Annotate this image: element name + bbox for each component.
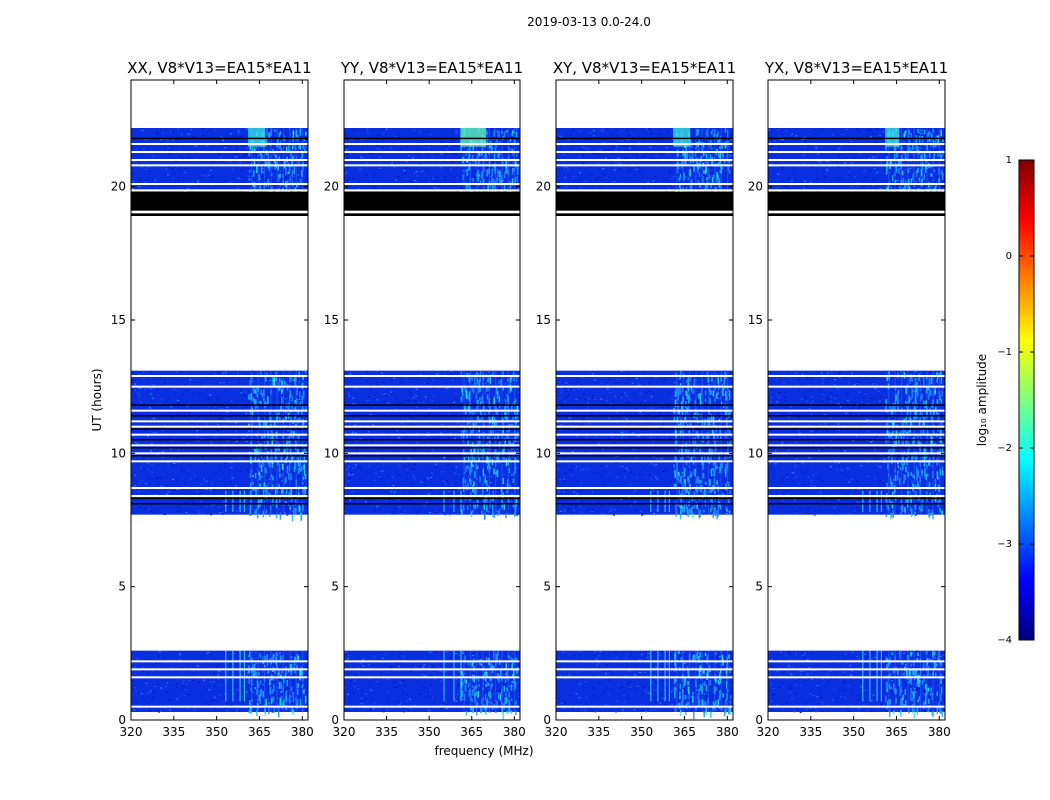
axes-frame <box>555 79 734 721</box>
colorbar-tick-label: −4 <box>997 635 1012 646</box>
y-tick-label: 0 <box>331 713 339 727</box>
y-tick-label: 20 <box>324 180 339 194</box>
x-axis-label: frequency (MHz) <box>434 744 533 758</box>
peak-patch <box>673 128 691 147</box>
flagged-band <box>556 213 733 216</box>
x-tick-label: 320 <box>120 725 143 739</box>
heatmap-area <box>768 128 945 719</box>
y-tick-label: 20 <box>111 180 126 194</box>
x-tick-label: 320 <box>333 725 356 739</box>
x-tick-label: 350 <box>842 725 865 739</box>
y-tick-label: 15 <box>536 313 551 327</box>
panels: XX, V8*V13=EA15*EA11 320 335 350 365 380 0 5 10 1… <box>90 59 951 758</box>
y-tick-label: 15 <box>748 313 763 327</box>
y-tick-label: 10 <box>748 446 763 460</box>
y-tick-label: 15 <box>324 313 339 327</box>
x-tick-label: 380 <box>503 725 526 739</box>
y-tick-label: 20 <box>748 180 763 194</box>
x-tick-label: 320 <box>545 725 568 739</box>
colorbar-tick-label: 0 <box>1006 251 1012 262</box>
x-tick-label: 350 <box>418 725 441 739</box>
colorbar-label: log₁₀ amplitude <box>975 354 989 446</box>
flagged-band <box>344 213 520 216</box>
x-tick-label: 365 <box>673 725 696 739</box>
axes-frame <box>767 79 946 721</box>
y-tick-label: 15 <box>111 313 126 327</box>
y-tick-label: 0 <box>118 713 126 727</box>
axes-frame <box>343 79 521 721</box>
y-tick-label: 0 <box>755 713 763 727</box>
x-tick-label: 350 <box>630 725 653 739</box>
colorbar-tick-label: −1 <box>997 347 1012 358</box>
data-block <box>131 370 308 515</box>
heatmap-area <box>556 128 733 720</box>
x-tick-label: 380 <box>716 725 739 739</box>
axes-frame <box>130 79 309 721</box>
colorbar-tick-label: −3 <box>997 539 1012 550</box>
heatmap-area <box>344 128 520 720</box>
data-block <box>768 128 945 200</box>
colorbar-tick-label: −2 <box>997 443 1012 454</box>
flagged-band <box>344 192 520 211</box>
peak-patch <box>885 128 900 147</box>
y-tick-label: 5 <box>118 580 126 594</box>
panel-3: YX, V8*V13=EA15*EA11 320 335 350 365 380 0 5 10 1… <box>748 59 951 739</box>
x-tick-label: 365 <box>460 725 483 739</box>
colorbar: log₁₀ amplitude 1 0 −1 −2 −3 −4 <box>975 155 1035 646</box>
figure-suptitle: 2019-03-13 0.0-24.0 <box>527 15 651 29</box>
panel-title: XY, V8*V13=EA15*EA11 <box>553 59 736 77</box>
colorbar-gradient <box>1018 159 1035 641</box>
y-tick-label: 5 <box>331 580 339 594</box>
x-tick-label: 320 <box>757 725 780 739</box>
x-tick-label: 380 <box>291 725 314 739</box>
y-tick-label: 20 <box>536 180 551 194</box>
x-tick-label: 335 <box>799 725 822 739</box>
y-tick-label: 10 <box>536 446 551 460</box>
panel-0: XX, V8*V13=EA15*EA11 320 335 350 365 380 0 5 10 1… <box>90 59 314 739</box>
flagged-band <box>131 213 308 216</box>
y-tick-label: 0 <box>543 713 551 727</box>
panel-2: XY, V8*V13=EA15*EA11 320 335 350 365 380 0 5 10 1… <box>536 59 739 739</box>
peak-patch <box>460 128 486 147</box>
x-tick-label: 365 <box>248 725 271 739</box>
colorbar-tick-label: 1 <box>1006 155 1012 166</box>
y-axis-label: UT (hours) <box>90 368 104 431</box>
x-tick-label: 335 <box>375 725 398 739</box>
x-tick-label: 335 <box>587 725 610 739</box>
y-tick-label: 10 <box>111 446 126 460</box>
y-tick-label: 10 <box>324 446 339 460</box>
heatmap-area <box>131 128 308 718</box>
flagged-band <box>131 192 308 211</box>
y-tick-label: 5 <box>755 580 763 594</box>
panel-title: YY, V8*V13=EA15*EA11 <box>340 59 523 77</box>
y-tick-label: 5 <box>543 580 551 594</box>
data-block <box>344 650 520 712</box>
panel-1: YY, V8*V13=EA15*EA11 320 335 350 365 380 0 5 10 1… <box>324 59 534 758</box>
flagged-band <box>768 213 945 216</box>
panel-title: YX, V8*V13=EA15*EA11 <box>764 59 948 77</box>
x-tick-label: 350 <box>205 725 228 739</box>
x-tick-label: 380 <box>928 725 951 739</box>
flagged-band <box>556 192 733 211</box>
flagged-band <box>768 192 945 211</box>
x-tick-label: 365 <box>885 725 908 739</box>
panel-title: XX, V8*V13=EA15*EA11 <box>127 59 311 77</box>
peak-patch <box>248 128 266 147</box>
x-tick-label: 335 <box>162 725 185 739</box>
